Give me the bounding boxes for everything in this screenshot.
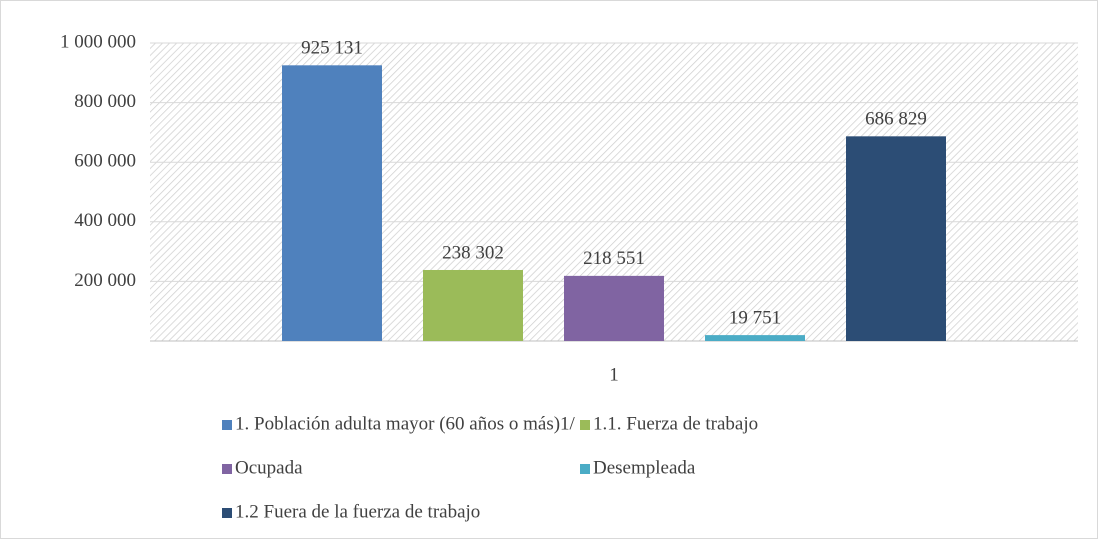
- data-label: 19 751: [729, 307, 781, 328]
- x-tick-label: 1: [609, 364, 619, 385]
- y-tick-label: 200 000: [74, 270, 136, 291]
- data-label: 686 829: [865, 109, 927, 130]
- y-tick-label: 400 000: [74, 210, 136, 231]
- legend-swatch: [580, 464, 590, 474]
- legend-swatch: [222, 464, 232, 474]
- bar: [705, 335, 805, 341]
- y-tick-label: 600 000: [74, 151, 136, 172]
- legend-label: 1.2 Fuera de la fuerza de trabajo: [235, 501, 480, 522]
- y-tick-label: 1 000 000: [60, 31, 136, 52]
- legend-label: Ocupada: [235, 457, 303, 478]
- legend-swatch: [580, 420, 590, 430]
- data-label: 925 131: [301, 38, 363, 59]
- legend-label: Desempleada: [593, 457, 696, 478]
- legend-label: 1. Población adulta mayor (60 años o más…: [235, 413, 576, 434]
- legend-swatch: [222, 420, 232, 430]
- bar: [423, 269, 523, 341]
- data-label: 238 302: [442, 242, 504, 263]
- bar: [564, 275, 664, 341]
- y-tick-label: 800 000: [74, 91, 136, 112]
- data-label: 218 551: [583, 248, 645, 269]
- bar: [846, 136, 946, 341]
- legend-swatch: [222, 508, 232, 518]
- bar: [282, 65, 382, 341]
- legend-label: 1.1. Fuerza de trabajo: [593, 413, 758, 434]
